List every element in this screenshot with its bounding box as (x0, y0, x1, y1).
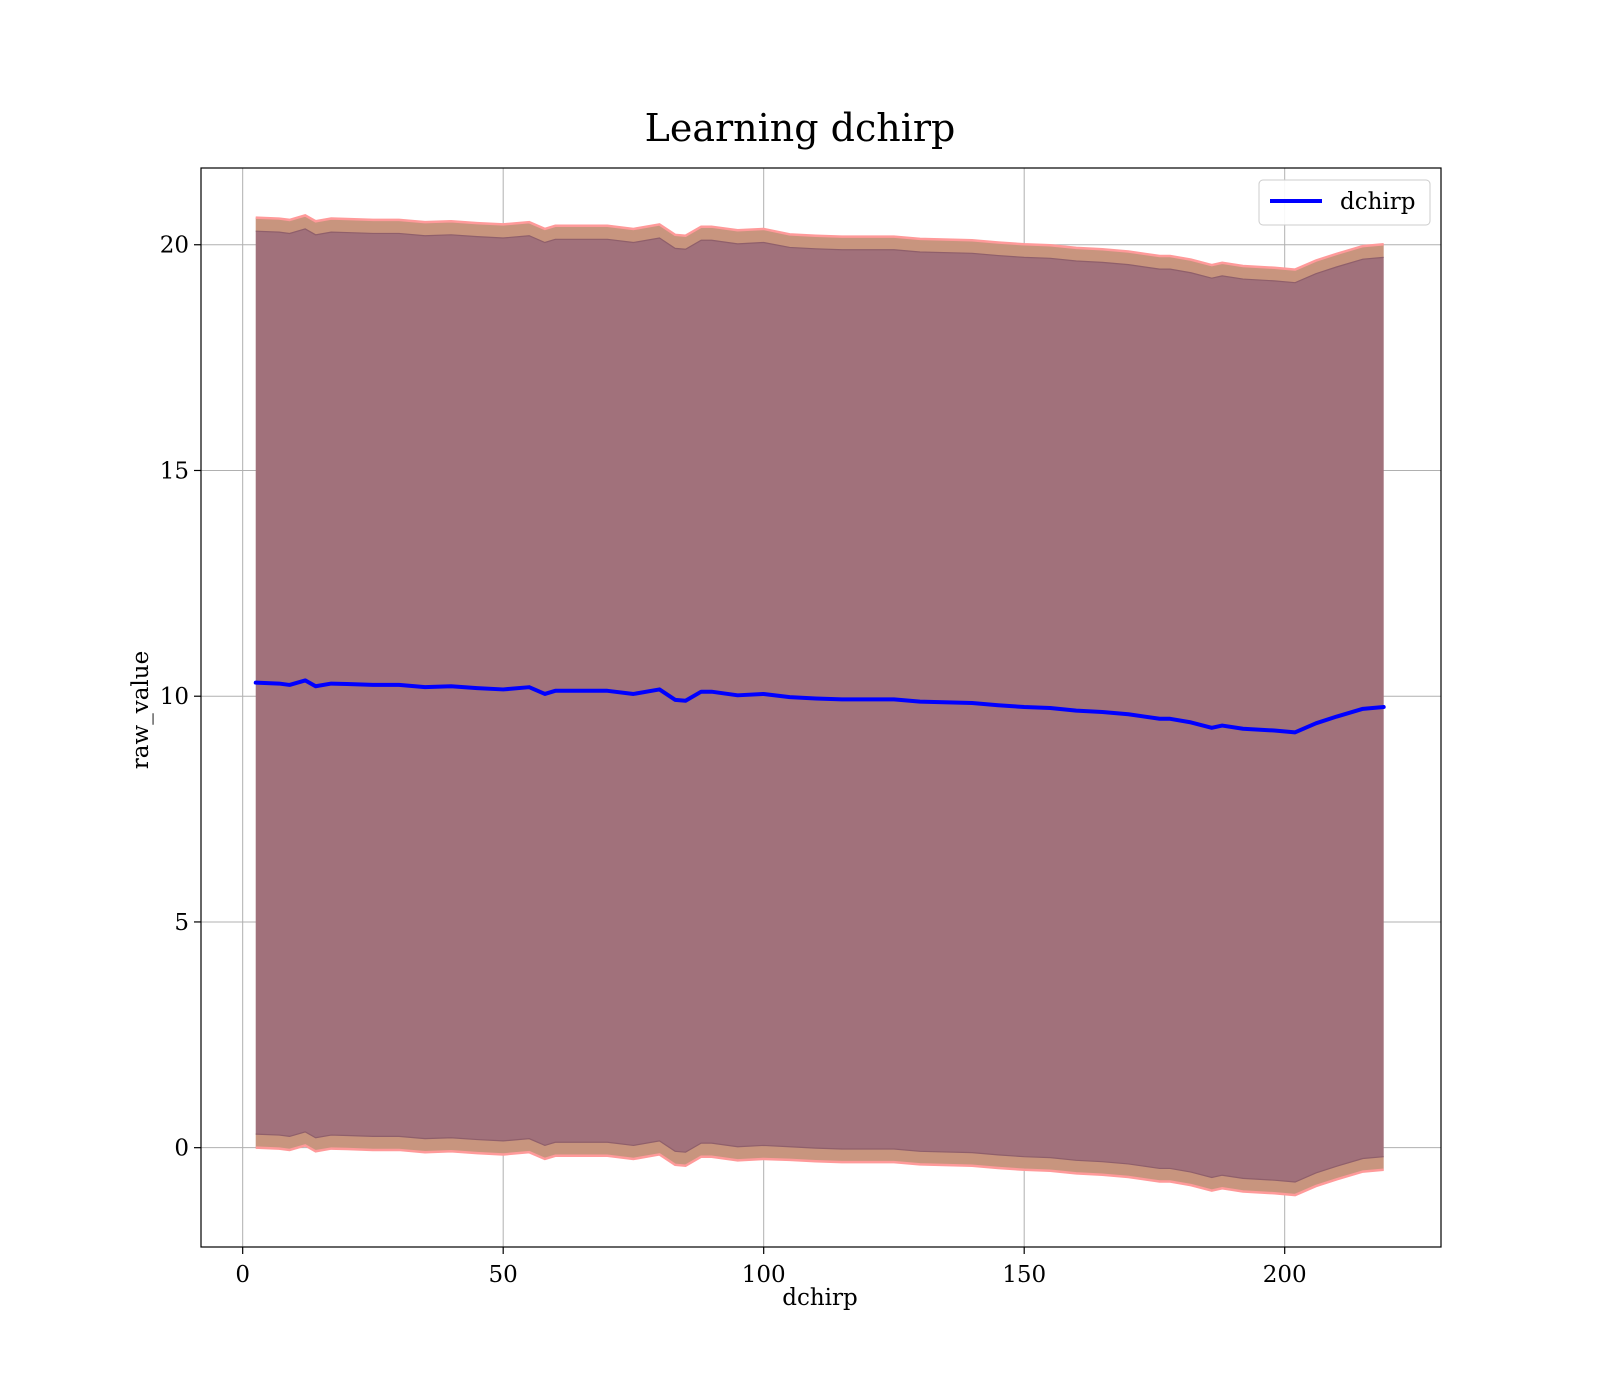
y-tick-label: 20 (160, 233, 189, 259)
legend-label: dchirp (1340, 189, 1416, 215)
inner-band (255, 228, 1384, 1182)
y-axis-label: raw_value (128, 651, 154, 769)
upper-inner-edge (255, 228, 1384, 284)
x-tick-label: 200 (1263, 1262, 1307, 1288)
y-tick-label: 15 (160, 458, 189, 484)
y-tick-label: 10 (160, 684, 189, 710)
axes-frame (200, 167, 1442, 1248)
x-tick-label: 100 (742, 1262, 786, 1288)
x-tick-label: 50 (489, 1262, 518, 1288)
chart-title: Learning dchirp (645, 106, 956, 150)
lower-inner-edge (255, 1131, 1384, 1183)
series-line-dchirp (253, 678, 1386, 735)
y-tick-label: 0 (174, 1136, 189, 1162)
x-tick-label: 0 (235, 1262, 250, 1288)
legend: dchirp (1258, 179, 1431, 226)
plot-area: 0 50 100 150 200 0 5 10 15 20 dchirp (160, 167, 1442, 1288)
lower-outer-edge (255, 1144, 1384, 1197)
legend-box (1258, 179, 1431, 226)
x-tick-label: 150 (1002, 1262, 1046, 1288)
x-axis-label: dchirp (782, 1285, 858, 1311)
upper-outer-band (255, 215, 1384, 283)
upper-outer-edge (255, 214, 1384, 271)
y-tick-label: 5 (174, 910, 189, 936)
lower-outer-band (255, 1131, 1384, 1196)
